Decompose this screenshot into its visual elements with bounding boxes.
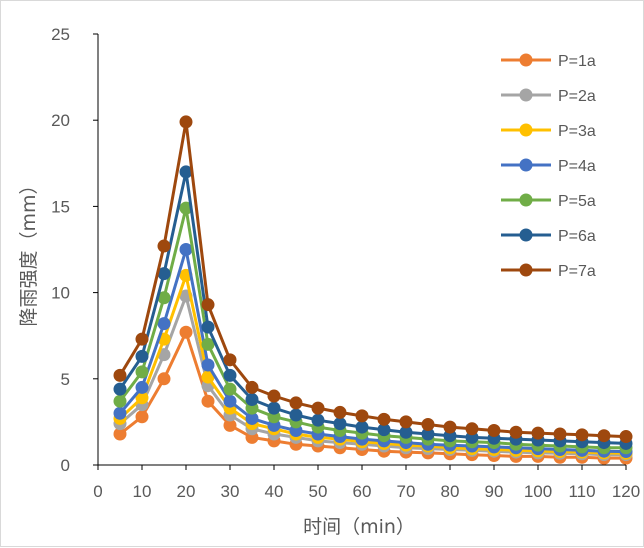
data-point: [290, 396, 303, 409]
data-point: [114, 369, 127, 382]
y-tick-label: 10: [51, 284, 70, 303]
data-point: [224, 353, 237, 366]
legend-item: P=4a: [501, 158, 596, 175]
y-tick-label: 5: [61, 370, 70, 389]
data-point: [114, 383, 127, 396]
legend: P=1a P=2a P=3a P=4a P=5a P=6a P=7a: [501, 53, 596, 280]
data-point: [136, 381, 149, 394]
x-axis-title: 时间（min）: [303, 516, 415, 538]
data-point: [422, 418, 435, 431]
y-tick-label: 15: [51, 197, 70, 216]
data-point: [620, 430, 633, 443]
data-point: [202, 321, 215, 334]
legend-item: P=1a: [501, 53, 596, 70]
data-point: [312, 414, 325, 427]
data-point: [136, 350, 149, 363]
data-point: [488, 424, 501, 437]
series-layer: [114, 115, 633, 464]
data-point: [158, 317, 171, 330]
data-point: [290, 409, 303, 422]
x-tick-label: 100: [524, 482, 552, 501]
legend-marker: [520, 89, 533, 102]
legend-label: P=3a: [558, 123, 596, 140]
data-point: [466, 422, 479, 435]
x-tick-label: 70: [397, 482, 416, 501]
data-point: [136, 365, 149, 378]
data-point: [180, 326, 193, 339]
data-point: [268, 390, 281, 403]
x-tick-label: 120: [612, 482, 640, 501]
data-point: [224, 383, 237, 396]
x-tick-label: 90: [485, 482, 504, 501]
data-point: [576, 428, 589, 441]
data-point: [334, 406, 347, 419]
x-tick-label: 60: [353, 482, 372, 501]
x-tick-label: 30: [221, 482, 240, 501]
y-tick-label: 0: [61, 456, 70, 475]
legend-marker: [520, 194, 533, 207]
data-point: [224, 395, 237, 408]
legend-label: P=1a: [558, 53, 596, 70]
data-point: [246, 381, 259, 394]
legend-marker: [520, 264, 533, 277]
legend-marker: [520, 54, 533, 67]
x-tick-label: 0: [93, 482, 102, 501]
data-point: [510, 426, 523, 439]
data-point: [356, 421, 369, 434]
data-point: [598, 429, 611, 442]
x-tick-label: 50: [309, 482, 328, 501]
data-point: [400, 415, 413, 428]
data-point: [202, 395, 215, 408]
data-point: [356, 409, 369, 422]
data-point: [444, 421, 457, 434]
data-point: [158, 372, 171, 385]
data-point: [202, 359, 215, 372]
legend-item: P=7a: [501, 263, 596, 280]
legend-marker: [520, 159, 533, 172]
x-tick-label: 10: [133, 482, 152, 501]
legend-item: P=5a: [501, 193, 596, 210]
y-axis-title: 降雨强度（mm）: [18, 175, 40, 326]
legend-item: P=2a: [501, 88, 596, 105]
legend-marker: [520, 229, 533, 242]
data-point: [158, 240, 171, 253]
data-point: [312, 402, 325, 415]
x-tick-label: 20: [177, 482, 196, 501]
y-tick-label: 20: [51, 111, 70, 130]
data-point: [334, 417, 347, 430]
y-tick-label: 25: [51, 25, 70, 44]
data-point: [114, 395, 127, 408]
data-point: [136, 333, 149, 346]
legend-label: P=5a: [558, 193, 596, 210]
x-tick-label: 110: [568, 482, 595, 501]
data-point: [378, 413, 391, 426]
data-point: [554, 427, 567, 440]
legend-marker: [520, 124, 533, 137]
data-point: [180, 115, 193, 128]
data-point: [268, 402, 281, 415]
legend-label: P=2a: [558, 88, 596, 105]
series-P=6a: [114, 165, 633, 450]
legend-item: P=3a: [501, 123, 596, 140]
legend-label: P=4a: [558, 158, 596, 175]
data-point: [532, 427, 545, 440]
data-point: [202, 298, 215, 311]
data-point: [224, 369, 237, 382]
x-tick-label: 80: [441, 482, 460, 501]
data-point: [246, 393, 259, 406]
data-point: [114, 407, 127, 420]
series-line: [120, 250, 626, 452]
data-point: [136, 410, 149, 423]
x-tick-label: 40: [265, 482, 284, 501]
legend-label: P=7a: [558, 263, 596, 280]
series-line: [120, 122, 626, 437]
legend-label: P=6a: [558, 228, 596, 245]
legend-item: P=6a: [501, 228, 596, 245]
